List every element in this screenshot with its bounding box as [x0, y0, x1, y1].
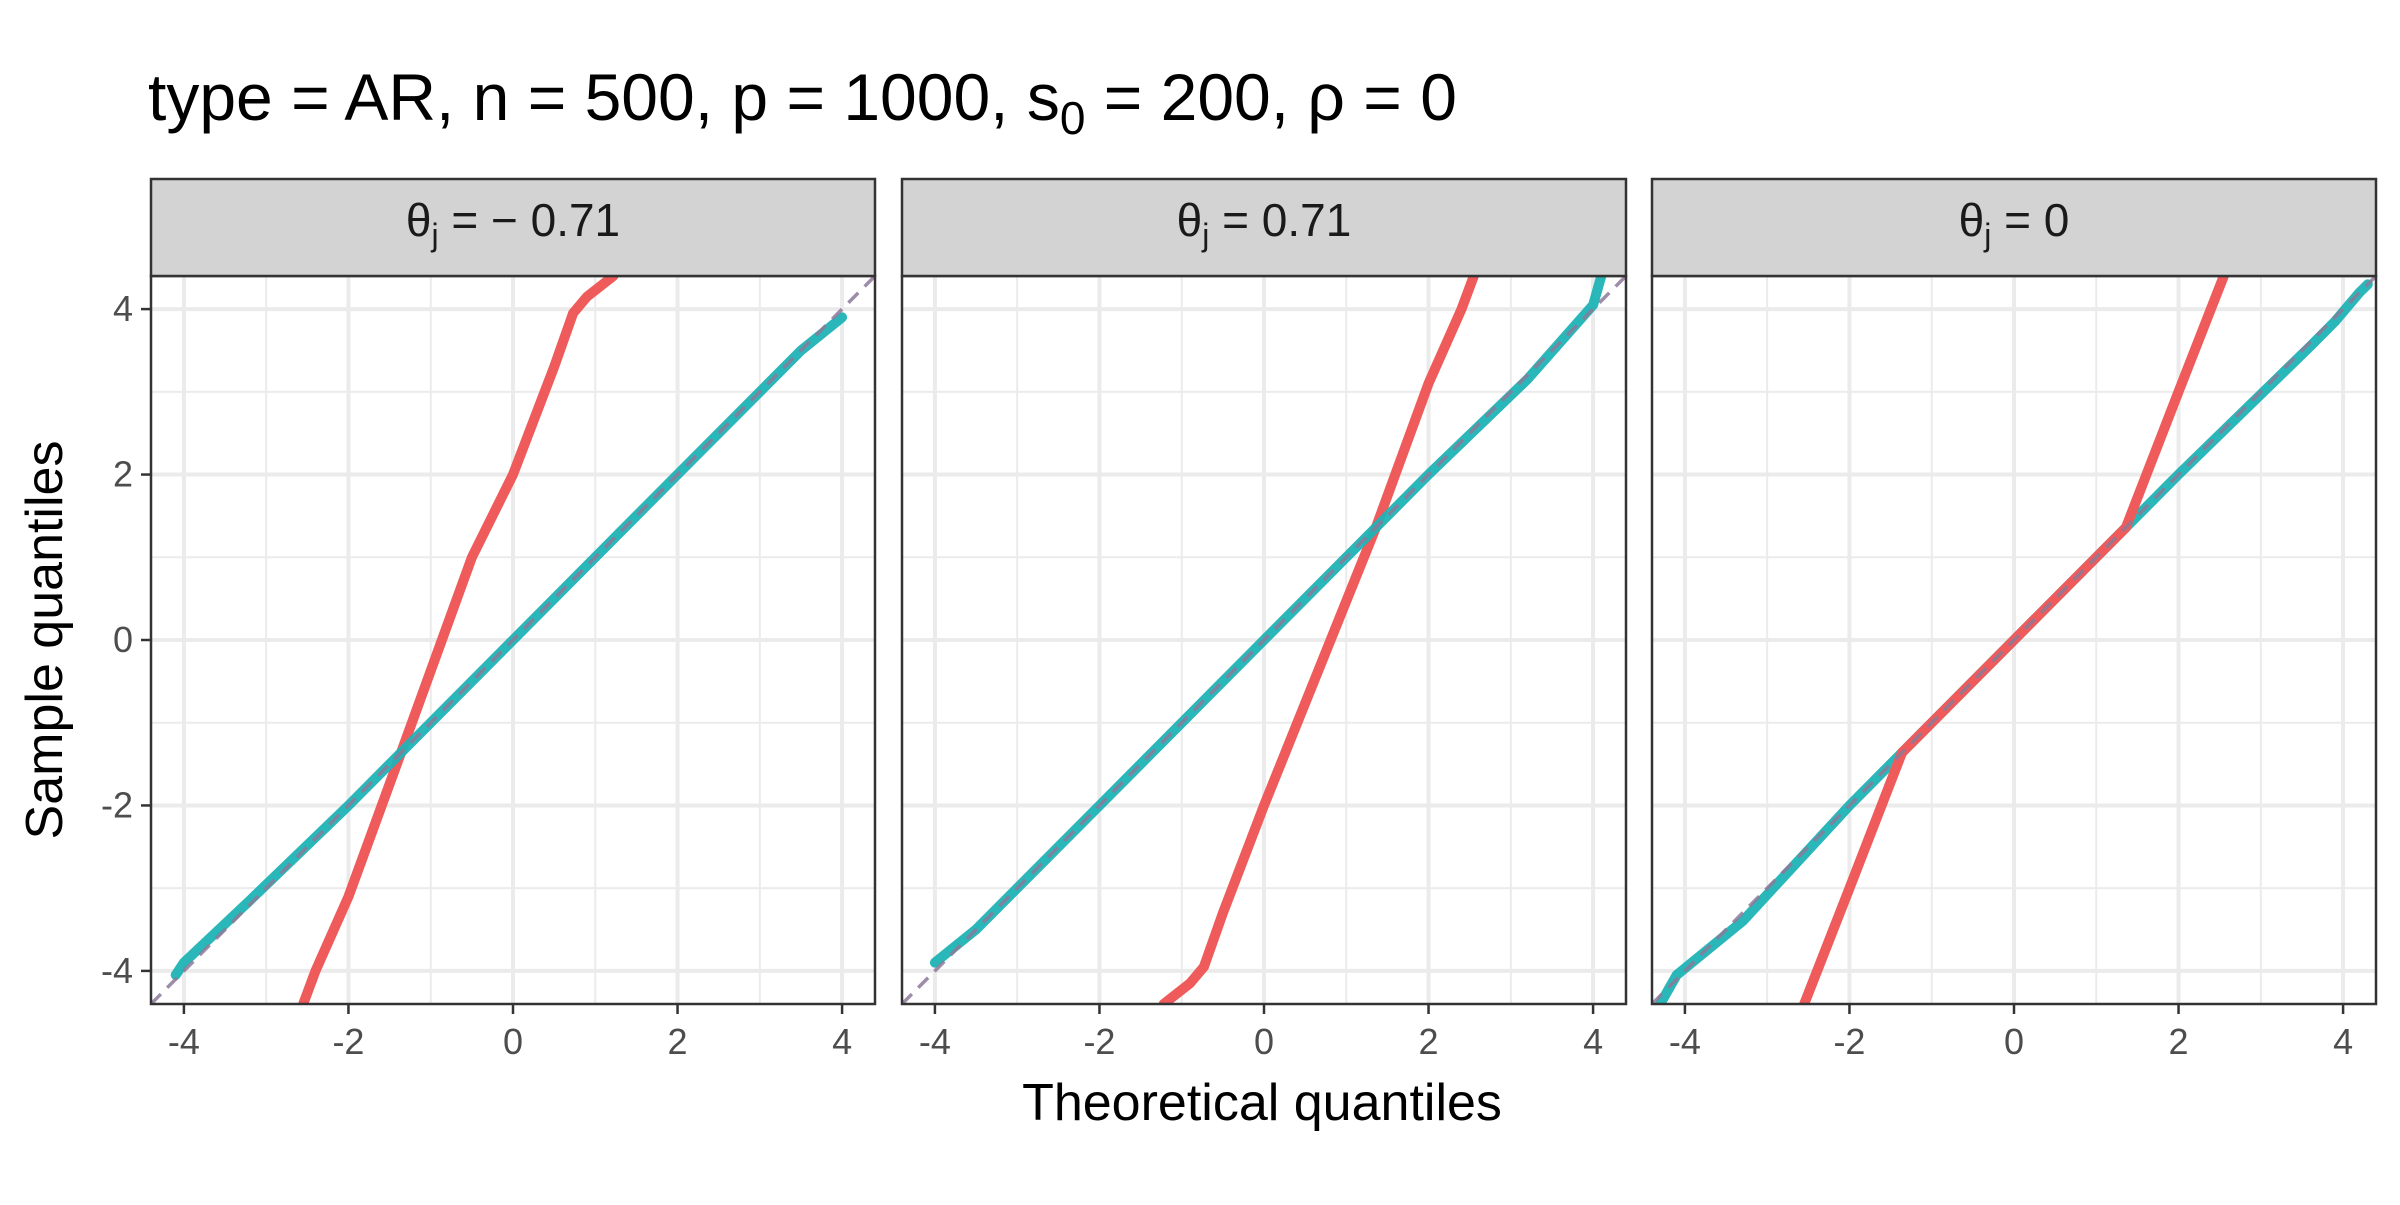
x-tick-label: -2 [1833, 1021, 1865, 1062]
x-tick-label: -2 [1083, 1021, 1115, 1062]
x-tick-label: -2 [332, 1021, 364, 1062]
panel-3: θj = 0 -4 -2 0 2 4 [1650, 177, 2378, 1062]
plot-area [151, 276, 875, 1004]
red-qq-series [1158, 276, 1479, 1004]
chart-title: type = AR, n = 500, p = 1000, s0 = 200, … [148, 60, 1457, 144]
facet-strip-label: θj = 0 [1959, 194, 2070, 253]
plot-area [1652, 276, 2376, 1004]
facet-strip-label: θj = 0.71 [1177, 194, 1352, 253]
panel-1: θj = − 0.71 -4 -2 0 2 4 [149, 177, 877, 1062]
facet-strip [149, 177, 877, 278]
reference-line [902, 276, 1626, 1004]
x-tick-label: 4 [832, 1021, 852, 1062]
x-tick-label: -4 [1669, 1021, 1701, 1062]
y-tick-label: 0 [113, 619, 133, 660]
y-tick-label: 4 [113, 288, 133, 329]
x-tick-label: 0 [2004, 1021, 2024, 1062]
x-tick-label: 2 [1419, 1021, 1439, 1062]
red-qq-series [2120, 276, 2229, 533]
plot-area [902, 276, 1626, 1004]
y-tick-label: 2 [113, 454, 133, 495]
x-axis-label: Theoretical quantiles [1022, 1074, 1502, 1132]
reference-line [1652, 276, 2376, 1004]
y-axis-label: Sample quantiles [16, 441, 74, 840]
red-qq-series [298, 276, 619, 1004]
facet-strip [900, 177, 1628, 278]
facet-strip-label: θj = − 0.71 [406, 194, 620, 253]
y-tick-label: -4 [101, 950, 133, 991]
x-tick-label: 0 [1254, 1021, 1274, 1062]
x-tick-label: 2 [668, 1021, 688, 1062]
x-tick-label: -4 [919, 1021, 951, 1062]
x-tick-label: 0 [503, 1021, 523, 1062]
x-tick-label: 4 [1583, 1021, 1603, 1062]
reference-line [151, 276, 875, 1004]
x-tick-label: 4 [2333, 1021, 2353, 1062]
x-tick-label: 2 [2169, 1021, 2189, 1062]
x-tick-label: -4 [168, 1021, 200, 1062]
y-tick-label: -2 [101, 784, 133, 825]
red-qq-series [1799, 747, 1908, 1004]
facet-strip [1650, 177, 2378, 278]
panel-2: θj = 0.71 -4 -2 0 2 4 [900, 177, 1628, 1062]
